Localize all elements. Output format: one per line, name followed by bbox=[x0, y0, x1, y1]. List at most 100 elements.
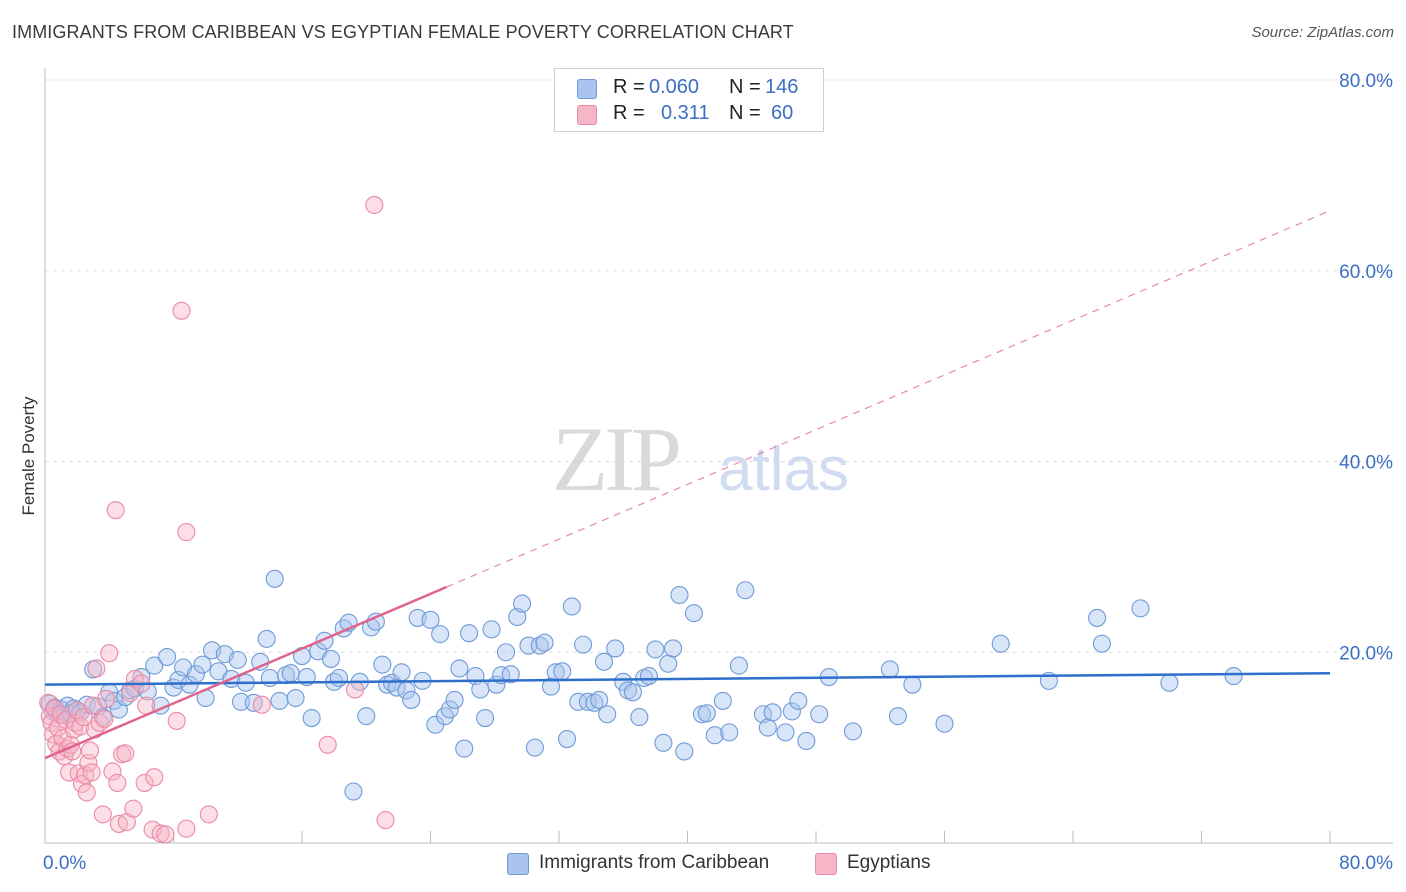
bottom-legend-label: Immigrants from Caribbean bbox=[539, 852, 770, 873]
data-point-egyptian bbox=[345, 680, 365, 699]
data-point-caribbean bbox=[935, 714, 954, 733]
source-label: Source: ZipAtlas.com bbox=[1251, 24, 1394, 41]
y-tick-label: 80.0% bbox=[1339, 71, 1393, 92]
data-point-egyptian bbox=[103, 762, 122, 781]
legend-n-value: 146 bbox=[765, 76, 799, 98]
data-point-caribbean bbox=[392, 663, 411, 682]
data-point-egyptian bbox=[82, 763, 101, 782]
data-point-egyptian bbox=[167, 711, 186, 730]
data-point-caribbean bbox=[659, 654, 678, 673]
data-point-caribbean bbox=[535, 633, 554, 652]
x-tick-label: 0.0% bbox=[43, 853, 86, 874]
data-point-caribbean bbox=[720, 723, 739, 742]
data-point-egyptian bbox=[156, 825, 175, 844]
data-point-egyptian bbox=[116, 744, 135, 763]
data-point-caribbean bbox=[158, 647, 177, 667]
data-point-caribbean bbox=[763, 703, 782, 722]
data-point-caribbean bbox=[357, 707, 376, 726]
data-point-egyptian bbox=[77, 783, 96, 802]
data-point-caribbean bbox=[455, 739, 474, 758]
data-point-caribbean bbox=[530, 636, 549, 655]
legend-r-value: 0.060 bbox=[649, 76, 700, 98]
data-point-caribbean bbox=[193, 655, 212, 674]
trend-line-egyptian-extrapolated bbox=[446, 210, 1331, 588]
data-point-caribbean bbox=[373, 655, 392, 674]
data-point-caribbean bbox=[344, 782, 363, 801]
data-point-caribbean bbox=[281, 664, 300, 683]
data-point-caribbean bbox=[553, 662, 572, 681]
caribbean-points bbox=[40, 569, 1243, 801]
legend-n-label: N = bbox=[729, 102, 761, 124]
y-axis-label: Female Poverty bbox=[19, 396, 38, 516]
data-point-caribbean bbox=[789, 691, 808, 710]
data-point-caribbean bbox=[729, 656, 748, 675]
data-point-caribbean bbox=[598, 705, 617, 724]
data-point-caribbean bbox=[594, 652, 614, 671]
data-point-caribbean bbox=[302, 709, 321, 728]
data-point-caribbean bbox=[440, 700, 459, 719]
data-point-caribbean bbox=[646, 640, 665, 659]
data-point-caribbean bbox=[670, 585, 689, 605]
data-point-egyptian bbox=[145, 768, 164, 787]
data-point-caribbean bbox=[675, 742, 694, 761]
watermark-atlas: atlas bbox=[718, 435, 849, 504]
data-point-caribbean bbox=[736, 581, 755, 600]
correlation-legend: R = 0.060 N = 146 R = 0.311 N = 60 bbox=[554, 68, 824, 132]
data-point-caribbean bbox=[797, 731, 816, 750]
data-point-caribbean bbox=[270, 691, 289, 710]
data-point-caribbean bbox=[541, 677, 561, 696]
data-point-caribbean bbox=[329, 668, 348, 688]
grid-layer bbox=[45, 79, 1393, 653]
data-point-caribbean bbox=[496, 643, 516, 662]
data-point-caribbean bbox=[663, 639, 683, 658]
watermark: ZIP atlas bbox=[552, 408, 849, 510]
tick-labels: 20.0% 40.0% 60.0% 80.0% 0.0% 80.0% bbox=[43, 71, 1393, 874]
data-point-caribbean bbox=[257, 629, 276, 648]
data-point-caribbean bbox=[574, 635, 593, 654]
data-point-egyptian bbox=[95, 709, 114, 729]
data-point-caribbean bbox=[578, 692, 597, 711]
data-point-egyptian bbox=[177, 523, 196, 542]
data-point-egyptian bbox=[87, 659, 106, 678]
data-point-caribbean bbox=[630, 708, 649, 727]
data-point-caribbean bbox=[508, 607, 527, 627]
data-point-caribbean bbox=[557, 729, 577, 749]
data-point-egyptian bbox=[172, 301, 191, 320]
data-point-caribbean bbox=[991, 634, 1010, 653]
data-point-egyptian bbox=[199, 805, 218, 824]
x-tick-label: 80.0% bbox=[1339, 853, 1393, 874]
watermark-zip: ZIP bbox=[552, 408, 679, 510]
data-point-egyptian bbox=[365, 195, 384, 214]
data-point-egyptian bbox=[252, 695, 271, 714]
data-point-egyptian bbox=[100, 644, 119, 663]
data-point-caribbean bbox=[145, 656, 164, 675]
data-point-caribbean bbox=[810, 705, 829, 724]
trend-lines bbox=[44, 210, 1331, 760]
data-point-caribbean bbox=[231, 692, 251, 711]
data-point-egyptian bbox=[124, 799, 143, 818]
y-tick-label: 20.0% bbox=[1339, 643, 1393, 664]
data-point-caribbean bbox=[525, 738, 544, 757]
data-point-caribbean bbox=[843, 722, 862, 741]
data-point-caribbean bbox=[639, 667, 659, 686]
legend-swatch-blue bbox=[577, 79, 597, 99]
data-point-caribbean bbox=[880, 660, 899, 679]
data-point-egyptian bbox=[80, 741, 100, 760]
y-tick-label: 40.0% bbox=[1339, 453, 1393, 474]
data-point-egyptian bbox=[177, 819, 196, 838]
data-point-caribbean bbox=[713, 691, 732, 710]
data-point-caribbean bbox=[431, 625, 450, 644]
data-point-egyptian bbox=[108, 773, 127, 792]
data-point-caribbean bbox=[450, 659, 469, 678]
data-point-egyptian bbox=[71, 717, 90, 736]
data-point-caribbean bbox=[776, 723, 795, 742]
data-point-caribbean bbox=[697, 704, 716, 723]
legend-r-label: R = bbox=[613, 102, 645, 124]
data-point-caribbean bbox=[1088, 608, 1107, 627]
data-point-caribbean bbox=[606, 639, 625, 658]
chart-title: IMMIGRANTS FROM CARIBBEAN VS EGYPTIAN FE… bbox=[12, 22, 794, 42]
data-point-caribbean bbox=[623, 683, 642, 702]
data-point-caribbean bbox=[513, 594, 532, 613]
data-point-caribbean bbox=[1224, 667, 1243, 686]
data-point-caribbean bbox=[1131, 599, 1150, 618]
